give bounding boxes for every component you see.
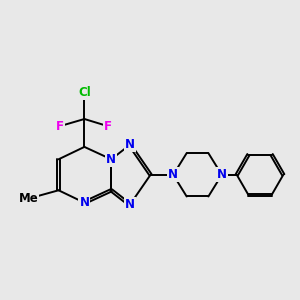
Text: N: N bbox=[106, 153, 116, 166]
Text: N: N bbox=[125, 198, 135, 211]
Text: N: N bbox=[80, 196, 89, 209]
Text: N: N bbox=[168, 168, 178, 181]
Text: N: N bbox=[125, 138, 135, 151]
Text: Cl: Cl bbox=[78, 85, 91, 99]
Text: F: F bbox=[104, 120, 112, 133]
Text: Me: Me bbox=[19, 192, 38, 205]
Text: F: F bbox=[56, 120, 64, 133]
Text: N: N bbox=[217, 168, 227, 181]
